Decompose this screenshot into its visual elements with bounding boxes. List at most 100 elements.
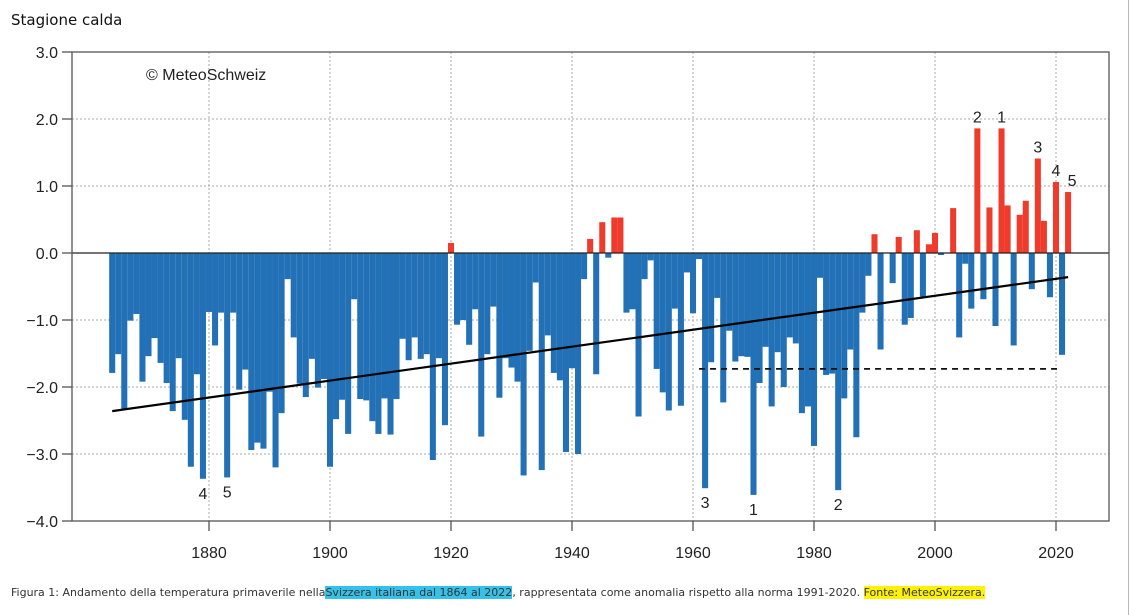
bars-layer [109,128,1072,495]
bar-1904 [351,253,358,300]
bar-2017 [1034,158,1041,253]
bar-1983 [829,253,836,374]
bar-1905 [357,253,364,400]
bar-2022 [1065,192,1072,253]
bar-1936 [544,253,551,336]
bar-1953 [647,253,654,261]
bar-1934 [532,253,539,283]
bar-2020 [1052,181,1060,253]
caption-source-link[interactable]: Fonte: MeteoSvizzera. [863,586,986,599]
x-tick-label: 1940 [554,545,590,562]
bar-1914 [411,253,418,338]
rank-label-1962: 3 [701,495,710,512]
bar-1970 [750,253,757,495]
bar-1932 [520,253,527,476]
bar-1893 [284,253,291,280]
rank-label-2011: 1 [997,109,1006,126]
bar-1868 [133,253,140,314]
y-tick-label: 3.0 [36,45,58,62]
bar-1933 [526,253,533,351]
bar-2015 [1022,200,1029,253]
y-tick-label: −4.0 [26,514,58,531]
bar-1887 [248,253,255,450]
bar-1946 [605,253,612,258]
bar-1956 [665,253,672,411]
bar-1917 [429,253,436,461]
bar-2011 [998,128,1005,253]
bar-1896 [302,253,309,398]
bar-2000 [931,232,939,253]
bar-1916 [423,253,430,355]
bar-1977 [792,253,799,344]
bar-1874 [169,253,176,412]
bar-1998 [919,253,926,297]
bar-1892 [278,253,285,414]
axis-layer: 3.0 2.0 1.0 0.0 −1.0 −2.0 −3.0 −4.0 1880 1900 1920… [26,45,1110,562]
x-tick-label: 1880 [191,545,227,562]
bar-1875 [175,253,182,359]
bar-1918 [435,253,442,359]
bar-1991 [877,253,884,350]
rank-label-2017: 3 [1033,140,1042,157]
bar-1898 [314,253,321,388]
bar-1974 [774,253,781,353]
bar-1925 [478,253,485,437]
bar-1982 [823,253,830,375]
rank-label-2022: 5 [1068,173,1077,190]
bar-2009 [986,207,993,253]
temperature-anomaly-chart: 3.0 2.0 1.0 0.0 −1.0 −2.0 −3.0 −4.0 1880 1900 1920… [26,45,1110,562]
bar-1910 [387,253,394,435]
bar-1984 [835,253,842,491]
bar-2005 [962,253,969,264]
bar-1997 [913,230,920,253]
bar-1980 [810,253,818,446]
bar-1986 [847,253,854,350]
bar-1929 [502,253,509,359]
x-tick-label: 1980 [796,545,832,562]
bar-1894 [290,253,297,338]
bar-1912 [399,253,406,339]
bar-1943 [587,238,594,253]
bar-2016 [1028,253,1035,290]
x-tick-label: 1960 [675,545,711,562]
rank-label-1984: 2 [834,497,843,514]
bar-1990 [871,234,878,253]
bar-2019 [1046,253,1053,298]
bar-1937 [550,253,557,373]
bar-1973 [768,253,775,407]
bar-1964 [714,253,721,298]
bar-1939 [562,253,569,452]
y-tick-label: 1.0 [36,179,58,196]
bar-1975 [780,253,787,387]
bar-1920 [447,242,455,253]
bar-2014 [1016,214,1023,253]
bar-1879 [199,253,206,479]
plot-frame [71,51,1110,522]
bar-1915 [417,253,424,359]
bar-1999 [925,244,932,253]
bar-1958 [677,253,684,406]
bar-1901 [333,253,340,420]
bar-1993 [889,253,896,284]
x-tick-label: 1920 [433,545,469,562]
bar-1989 [865,253,872,276]
bar-1882 [218,253,225,313]
bar-1903 [345,253,352,434]
bar-1886 [242,253,249,370]
caption-prefix: Figura 1: Andamento della temperatura pr… [11,586,326,599]
bar-1940 [568,253,576,369]
bar-1952 [641,253,648,280]
bar-1909 [381,253,388,399]
bar-1877 [187,253,194,467]
rank-label-2007: 2 [973,109,982,126]
bar-1864 [109,253,116,373]
page-title: Stagione calda [11,11,123,29]
bar-1927 [490,253,497,307]
bar-2012 [1004,205,1011,253]
y-tick-label: −1.0 [26,313,58,330]
y-tick-label: 2.0 [36,112,58,129]
bar-1935 [538,253,545,471]
rank-label-1879: 4 [198,486,207,503]
bar-1911 [393,253,400,400]
